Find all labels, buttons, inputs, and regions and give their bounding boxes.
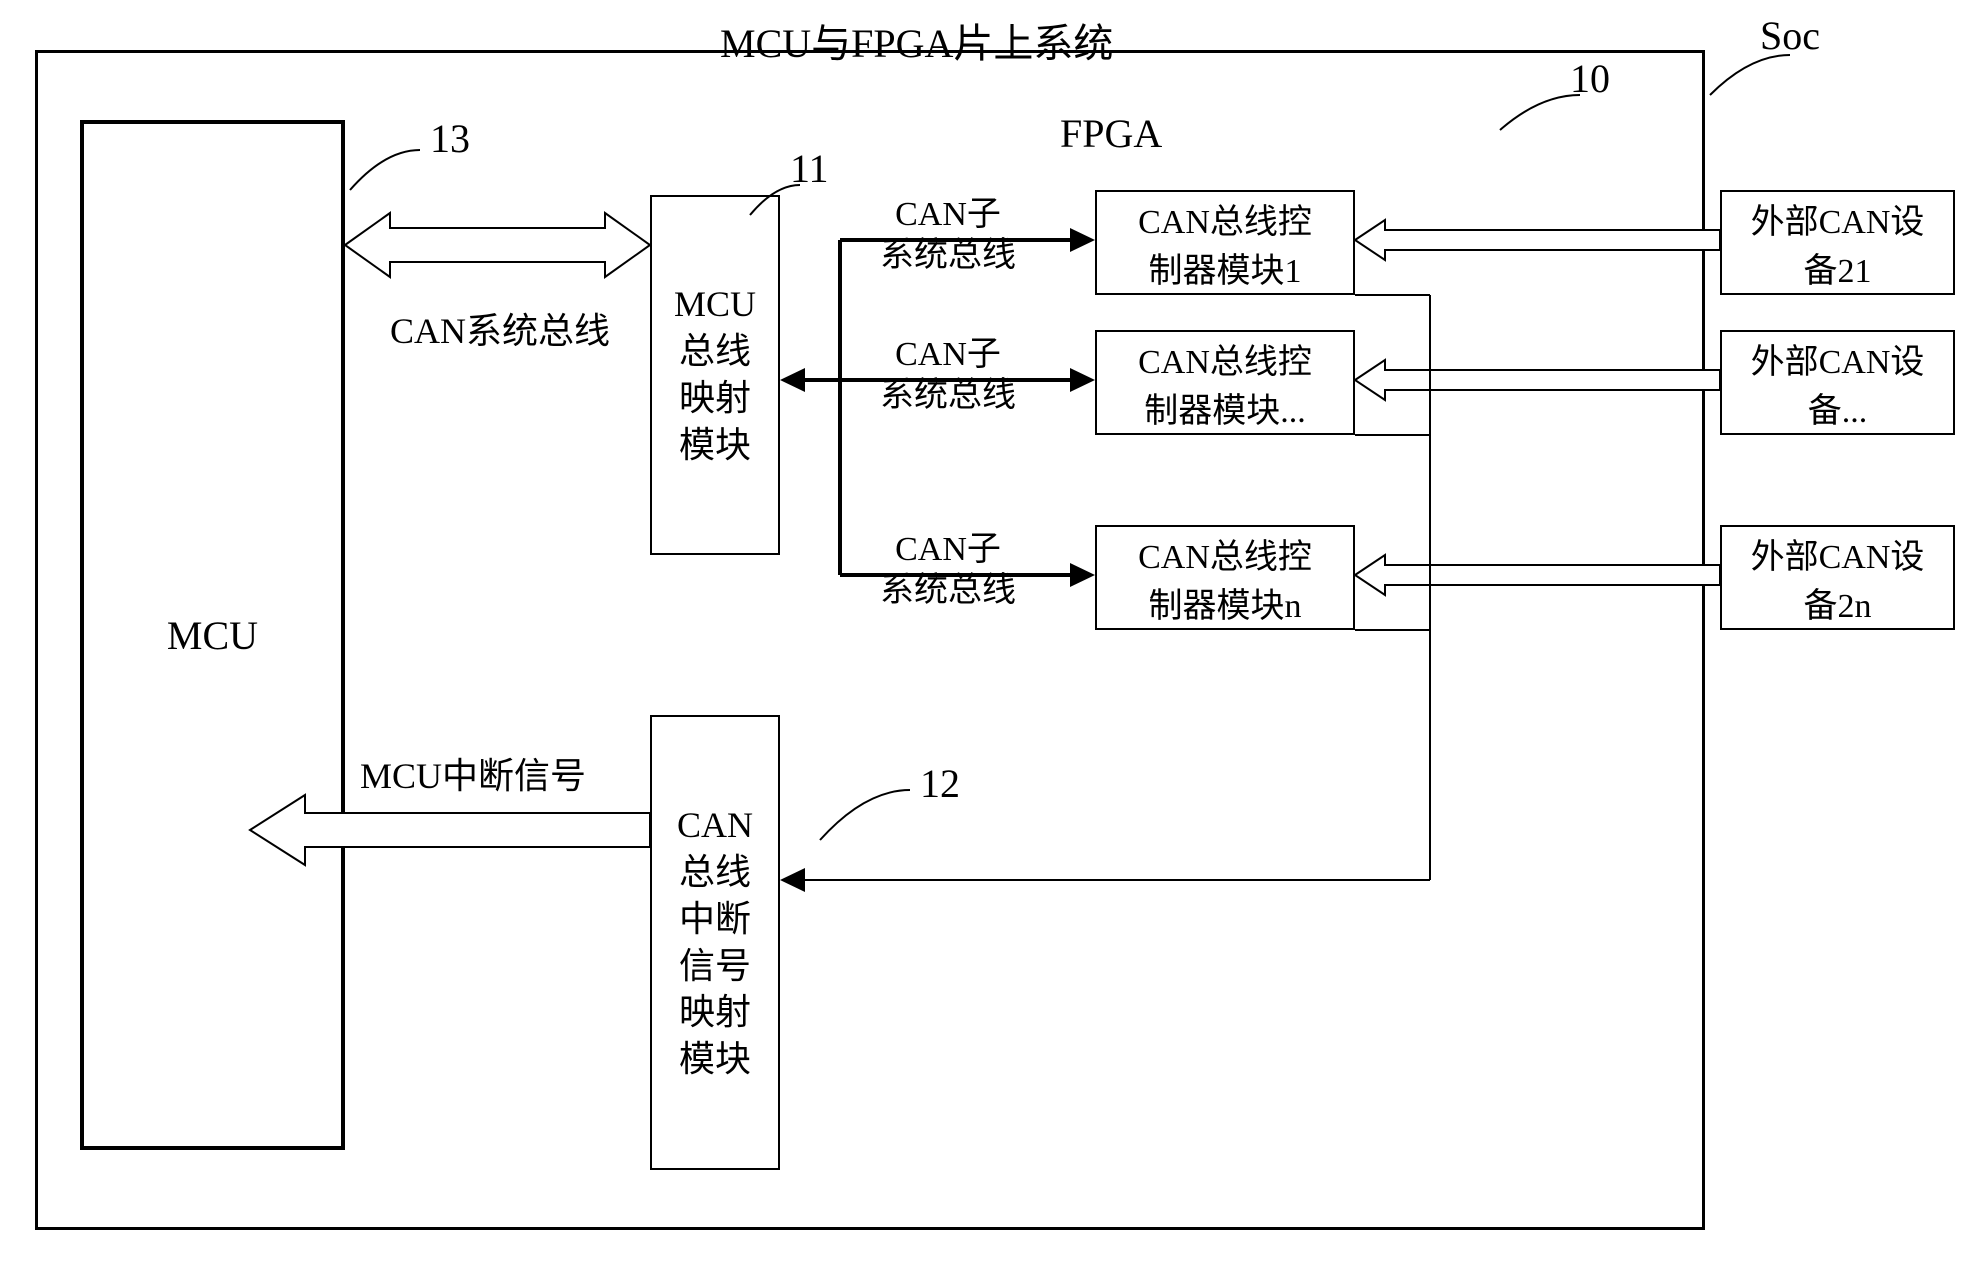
mcu-int-label: MCU中断信号 (360, 755, 586, 798)
ref-12-label: 12 (920, 760, 960, 808)
ext-can-2-block: 外部CAN设 备... (1720, 330, 1955, 435)
ref-10-label: 10 (1570, 55, 1610, 103)
can-sub-2-label: CAN子 系统总线 (880, 335, 1016, 417)
mcu-block: MCU (80, 120, 345, 1150)
fpga-label: FPGA (1060, 110, 1162, 158)
can-int-map-label: CAN 总线 中断 信号 映射 模块 (677, 802, 753, 1083)
ext-can-n-block: 外部CAN设 备2n (1720, 525, 1955, 630)
can-sub-n-label: CAN子 系统总线 (880, 530, 1016, 612)
ext-can-2-label: 外部CAN设 备... (1751, 334, 1925, 432)
ext-can-1-label: 外部CAN设 备21 (1751, 194, 1925, 292)
ext-can-1-block: 外部CAN设 备21 (1720, 190, 1955, 295)
can-ctrl-n-block: CAN总线控 制器模块n (1095, 525, 1355, 630)
ref-13-label: 13 (430, 115, 470, 163)
soc-label: Soc (1760, 12, 1820, 60)
mcu-bus-map-block: MCU 总线 映射 模块 (650, 195, 780, 555)
diagram-canvas: MCU MCU 总线 映射 模块 CAN 总线 中断 信号 映射 模块 CAN总… (0, 0, 1971, 1280)
mcu-label: MCU (167, 612, 258, 659)
can-ctrl-n-label: CAN总线控 制器模块n (1138, 529, 1312, 627)
can-sys-bus-label: CAN系统总线 (390, 310, 610, 353)
title-label: MCU与FPGA片上系统 (720, 20, 1113, 68)
can-ctrl-1-label: CAN总线控 制器模块1 (1138, 194, 1312, 292)
can-ctrl-2-label: CAN总线控 制器模块... (1138, 334, 1312, 432)
ext-can-n-label: 外部CAN设 备2n (1751, 529, 1925, 627)
ref-11-label: 11 (790, 145, 829, 193)
can-ctrl-1-block: CAN总线控 制器模块1 (1095, 190, 1355, 295)
can-sub-1-label: CAN子 系统总线 (880, 195, 1016, 277)
mcu-bus-map-label: MCU 总线 映射 模块 (674, 281, 756, 468)
can-int-map-block: CAN 总线 中断 信号 映射 模块 (650, 715, 780, 1170)
can-ctrl-2-block: CAN总线控 制器模块... (1095, 330, 1355, 435)
